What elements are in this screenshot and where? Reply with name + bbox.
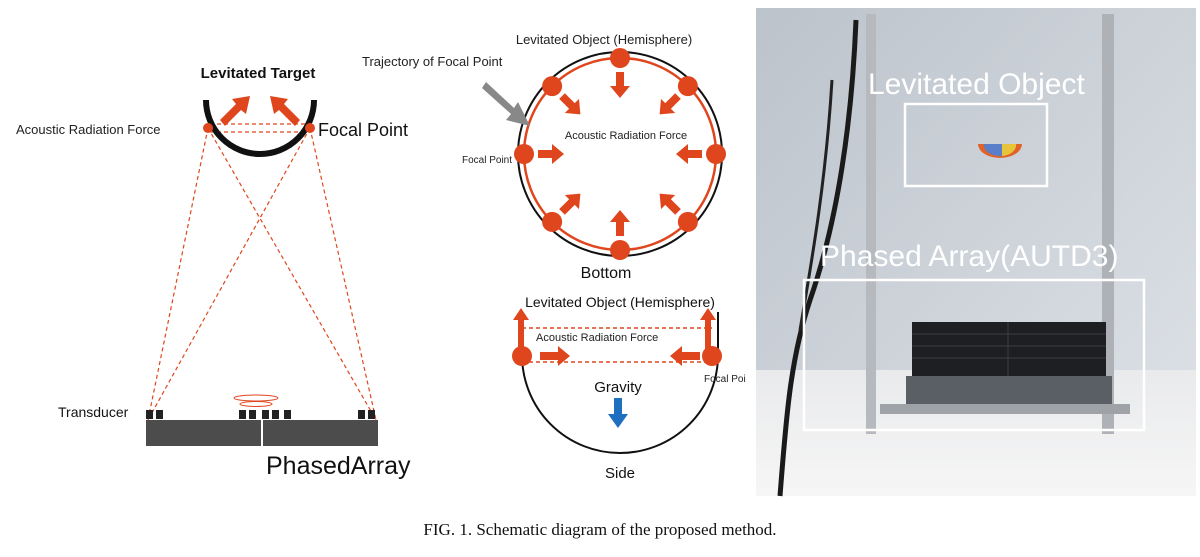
frame-pole-left bbox=[866, 14, 876, 434]
side-focal-label: Focal Poi bbox=[704, 374, 746, 385]
transducer-elements bbox=[146, 410, 375, 419]
beam-lines bbox=[147, 123, 377, 421]
focal-dot bbox=[677, 76, 698, 97]
inward-force-arrows bbox=[538, 72, 702, 236]
focal-dot bbox=[610, 48, 630, 68]
focal-point-dots bbox=[514, 48, 726, 260]
gravity-arrow bbox=[608, 398, 628, 428]
focal-point-left-dot bbox=[203, 123, 213, 133]
acoustic-force-label-left: Acoustic Radiation Force bbox=[16, 122, 161, 137]
focal-dot bbox=[542, 211, 563, 232]
inward-force-arrow bbox=[610, 210, 630, 236]
focal-dot bbox=[610, 240, 630, 260]
gravity-label: Gravity bbox=[594, 379, 642, 396]
focal-dot bbox=[514, 144, 534, 164]
side-focal-dot-right bbox=[702, 346, 722, 366]
bottom-view-diagram bbox=[482, 48, 726, 260]
right-force-arrow bbox=[540, 346, 570, 366]
phased-array-box bbox=[802, 278, 1146, 432]
bottom-focal-label: Focal Point bbox=[462, 155, 512, 166]
transducer-label: Transducer bbox=[58, 404, 129, 420]
photo-object-label: Levitated Object bbox=[868, 68, 1085, 101]
cable bbox=[777, 19, 859, 497]
trajectory-arrow bbox=[482, 82, 530, 126]
focal-dot bbox=[542, 76, 563, 97]
side-focal-dot-left bbox=[512, 346, 532, 366]
focal-point-right-dot bbox=[305, 123, 315, 133]
side-view-diagram bbox=[512, 308, 722, 454]
side-view-label: Side bbox=[605, 465, 635, 482]
inward-force-arrow bbox=[559, 93, 581, 115]
inward-force-arrow bbox=[559, 193, 581, 215]
interference-pattern bbox=[233, 394, 279, 407]
inward-force-arrow bbox=[659, 93, 681, 115]
inward-force-arrow bbox=[610, 72, 630, 98]
inward-force-arrow bbox=[676, 144, 702, 164]
photo-panel bbox=[756, 8, 1196, 497]
bottom-object-label: Levitated Object (Hemisphere) bbox=[516, 32, 692, 47]
levitated-target-shell bbox=[203, 99, 317, 157]
figure-caption: FIG. 1. Schematic diagram of the propose… bbox=[423, 520, 777, 539]
inward-force-arrow bbox=[659, 193, 681, 215]
side-object-label: Levitated Object (Hemisphere) bbox=[525, 294, 715, 310]
phased-array-label: PhasedArray bbox=[266, 452, 411, 480]
phased-array-device bbox=[912, 322, 1106, 376]
left-schematic bbox=[146, 96, 378, 446]
inward-force-arrow bbox=[538, 144, 564, 164]
up-force-arrow-left bbox=[513, 308, 529, 352]
levitated-target-label: Levitated Target bbox=[201, 65, 316, 82]
focal-point-label-left: Focal Point bbox=[318, 120, 408, 140]
focal-dot bbox=[706, 144, 726, 164]
force-arrows bbox=[220, 96, 300, 126]
bottom-view-label: Bottom bbox=[581, 265, 632, 282]
bottom-force-label: Acoustic Radiation Force bbox=[565, 130, 687, 142]
up-force-arrow-right bbox=[700, 308, 716, 352]
photo-array-label: Phased Array(AUTD3) bbox=[820, 240, 1118, 273]
focal-dot bbox=[677, 211, 698, 232]
trajectory-label: Trajectory of Focal Point bbox=[362, 54, 503, 69]
levitated-object-box bbox=[903, 102, 1049, 188]
side-force-label: Acoustic Radiation Force bbox=[536, 332, 658, 344]
left-force-arrow bbox=[670, 346, 700, 366]
